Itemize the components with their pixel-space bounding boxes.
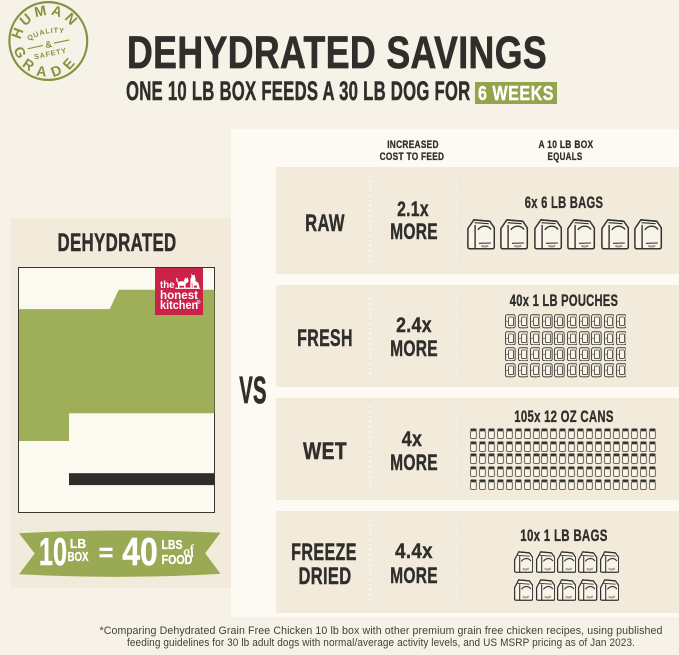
svg-text:HUMAN: HUMAN xyxy=(7,0,84,44)
svg-text:&: & xyxy=(44,39,53,51)
